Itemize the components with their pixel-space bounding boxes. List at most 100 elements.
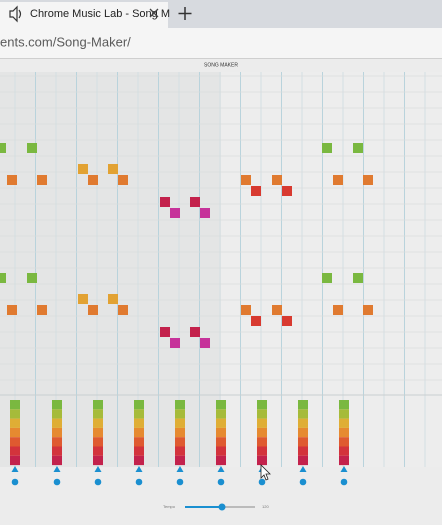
drum-block[interactable]	[10, 455, 20, 466]
drum-block[interactable]	[257, 455, 267, 466]
note[interactable]	[333, 305, 343, 315]
drum-block[interactable]	[216, 427, 226, 438]
note[interactable]	[160, 327, 170, 337]
drum-block[interactable]	[298, 409, 308, 419]
drum-block[interactable]	[257, 409, 267, 419]
drum-block[interactable]	[216, 446, 226, 456]
drum-circle[interactable]	[53, 478, 61, 486]
drum-block[interactable]	[216, 418, 226, 428]
drum-block[interactable]	[175, 400, 185, 410]
drum-block[interactable]	[52, 409, 62, 419]
note[interactable]	[7, 175, 17, 185]
drum-block[interactable]	[10, 418, 20, 428]
drum-block[interactable]	[339, 409, 349, 419]
note[interactable]	[322, 143, 332, 153]
drum-block[interactable]	[10, 446, 20, 456]
drum-block[interactable]	[134, 437, 144, 447]
drum-block[interactable]	[257, 400, 267, 410]
drum-block[interactable]	[339, 437, 349, 447]
note[interactable]	[118, 305, 128, 315]
drum-block[interactable]	[52, 427, 62, 438]
drum-circle[interactable]	[299, 478, 307, 486]
drum-block[interactable]	[175, 409, 185, 419]
note[interactable]	[170, 338, 180, 348]
note[interactable]	[160, 197, 170, 207]
note[interactable]	[251, 186, 261, 196]
drum-block[interactable]	[10, 400, 20, 410]
drum-block[interactable]	[339, 400, 349, 410]
new-tab[interactable]	[178, 7, 192, 20]
drum-block[interactable]	[216, 455, 226, 466]
drum-block[interactable]	[134, 409, 144, 419]
slider-knob[interactable]	[218, 503, 226, 511]
drum-block[interactable]	[257, 427, 267, 438]
note[interactable]	[170, 208, 180, 218]
drum-block[interactable]	[175, 437, 185, 447]
drum-triangle[interactable]	[340, 466, 348, 472]
note[interactable]	[88, 305, 98, 315]
drum-block[interactable]	[93, 418, 103, 428]
note[interactable]	[0, 273, 6, 283]
drum-block[interactable]	[93, 446, 103, 456]
drum-block[interactable]	[52, 446, 62, 456]
drum-block[interactable]	[52, 400, 62, 410]
note[interactable]	[37, 175, 47, 185]
drum-block[interactable]	[10, 427, 20, 438]
drum-block[interactable]	[175, 427, 185, 438]
drum-block[interactable]	[93, 427, 103, 438]
drum-block[interactable]	[298, 400, 308, 410]
note[interactable]	[78, 294, 88, 304]
drum-block[interactable]	[134, 446, 144, 456]
drum-triangle[interactable]	[53, 466, 61, 472]
drum-block[interactable]	[216, 400, 226, 410]
drum-triangle[interactable]	[135, 466, 143, 472]
note[interactable]	[282, 316, 292, 326]
drum-block[interactable]	[134, 455, 144, 466]
note[interactable]	[0, 143, 6, 153]
drum-triangle[interactable]	[176, 466, 184, 472]
note[interactable]	[241, 175, 251, 185]
note[interactable]	[108, 294, 118, 304]
drum-block[interactable]	[93, 437, 103, 447]
drum-triangle[interactable]	[11, 466, 19, 472]
drum-block[interactable]	[52, 455, 62, 466]
drum-block[interactable]	[93, 455, 103, 466]
drum-circle[interactable]	[176, 478, 184, 486]
note[interactable]	[200, 338, 210, 348]
drum-block[interactable]	[134, 427, 144, 438]
drum-block[interactable]	[298, 418, 308, 428]
note[interactable]	[37, 305, 47, 315]
drum-block[interactable]	[52, 418, 62, 428]
drum-triangle[interactable]	[94, 466, 102, 472]
drum-block[interactable]	[298, 437, 308, 447]
note[interactable]	[190, 327, 200, 337]
tab[interactable]	[0, 2, 168, 28]
note[interactable]	[251, 316, 261, 326]
address-bar[interactable]	[0, 28, 442, 58]
note[interactable]	[333, 175, 343, 185]
drum-circle[interactable]	[11, 478, 19, 486]
note[interactable]	[108, 164, 118, 174]
drum-block[interactable]	[10, 409, 20, 419]
note[interactable]	[363, 305, 373, 315]
note[interactable]	[118, 175, 128, 185]
drum-block[interactable]	[93, 409, 103, 419]
note[interactable]	[190, 197, 200, 207]
drum-block[interactable]	[216, 409, 226, 419]
drum-block[interactable]	[298, 446, 308, 456]
drum-block[interactable]	[339, 455, 349, 466]
drum-circle[interactable]	[94, 478, 102, 486]
drum-block[interactable]	[93, 400, 103, 410]
note[interactable]	[363, 175, 373, 185]
drum-circle[interactable]	[217, 478, 225, 486]
drum-block[interactable]	[257, 437, 267, 447]
note[interactable]	[272, 305, 282, 315]
note[interactable]	[322, 273, 332, 283]
drum-circle[interactable]	[340, 478, 348, 486]
note[interactable]	[88, 175, 98, 185]
tab-close[interactable]	[149, 8, 159, 18]
drum-block[interactable]	[298, 427, 308, 438]
drum-block[interactable]	[339, 427, 349, 438]
drum-block[interactable]	[134, 400, 144, 410]
drum-block[interactable]	[134, 418, 144, 428]
